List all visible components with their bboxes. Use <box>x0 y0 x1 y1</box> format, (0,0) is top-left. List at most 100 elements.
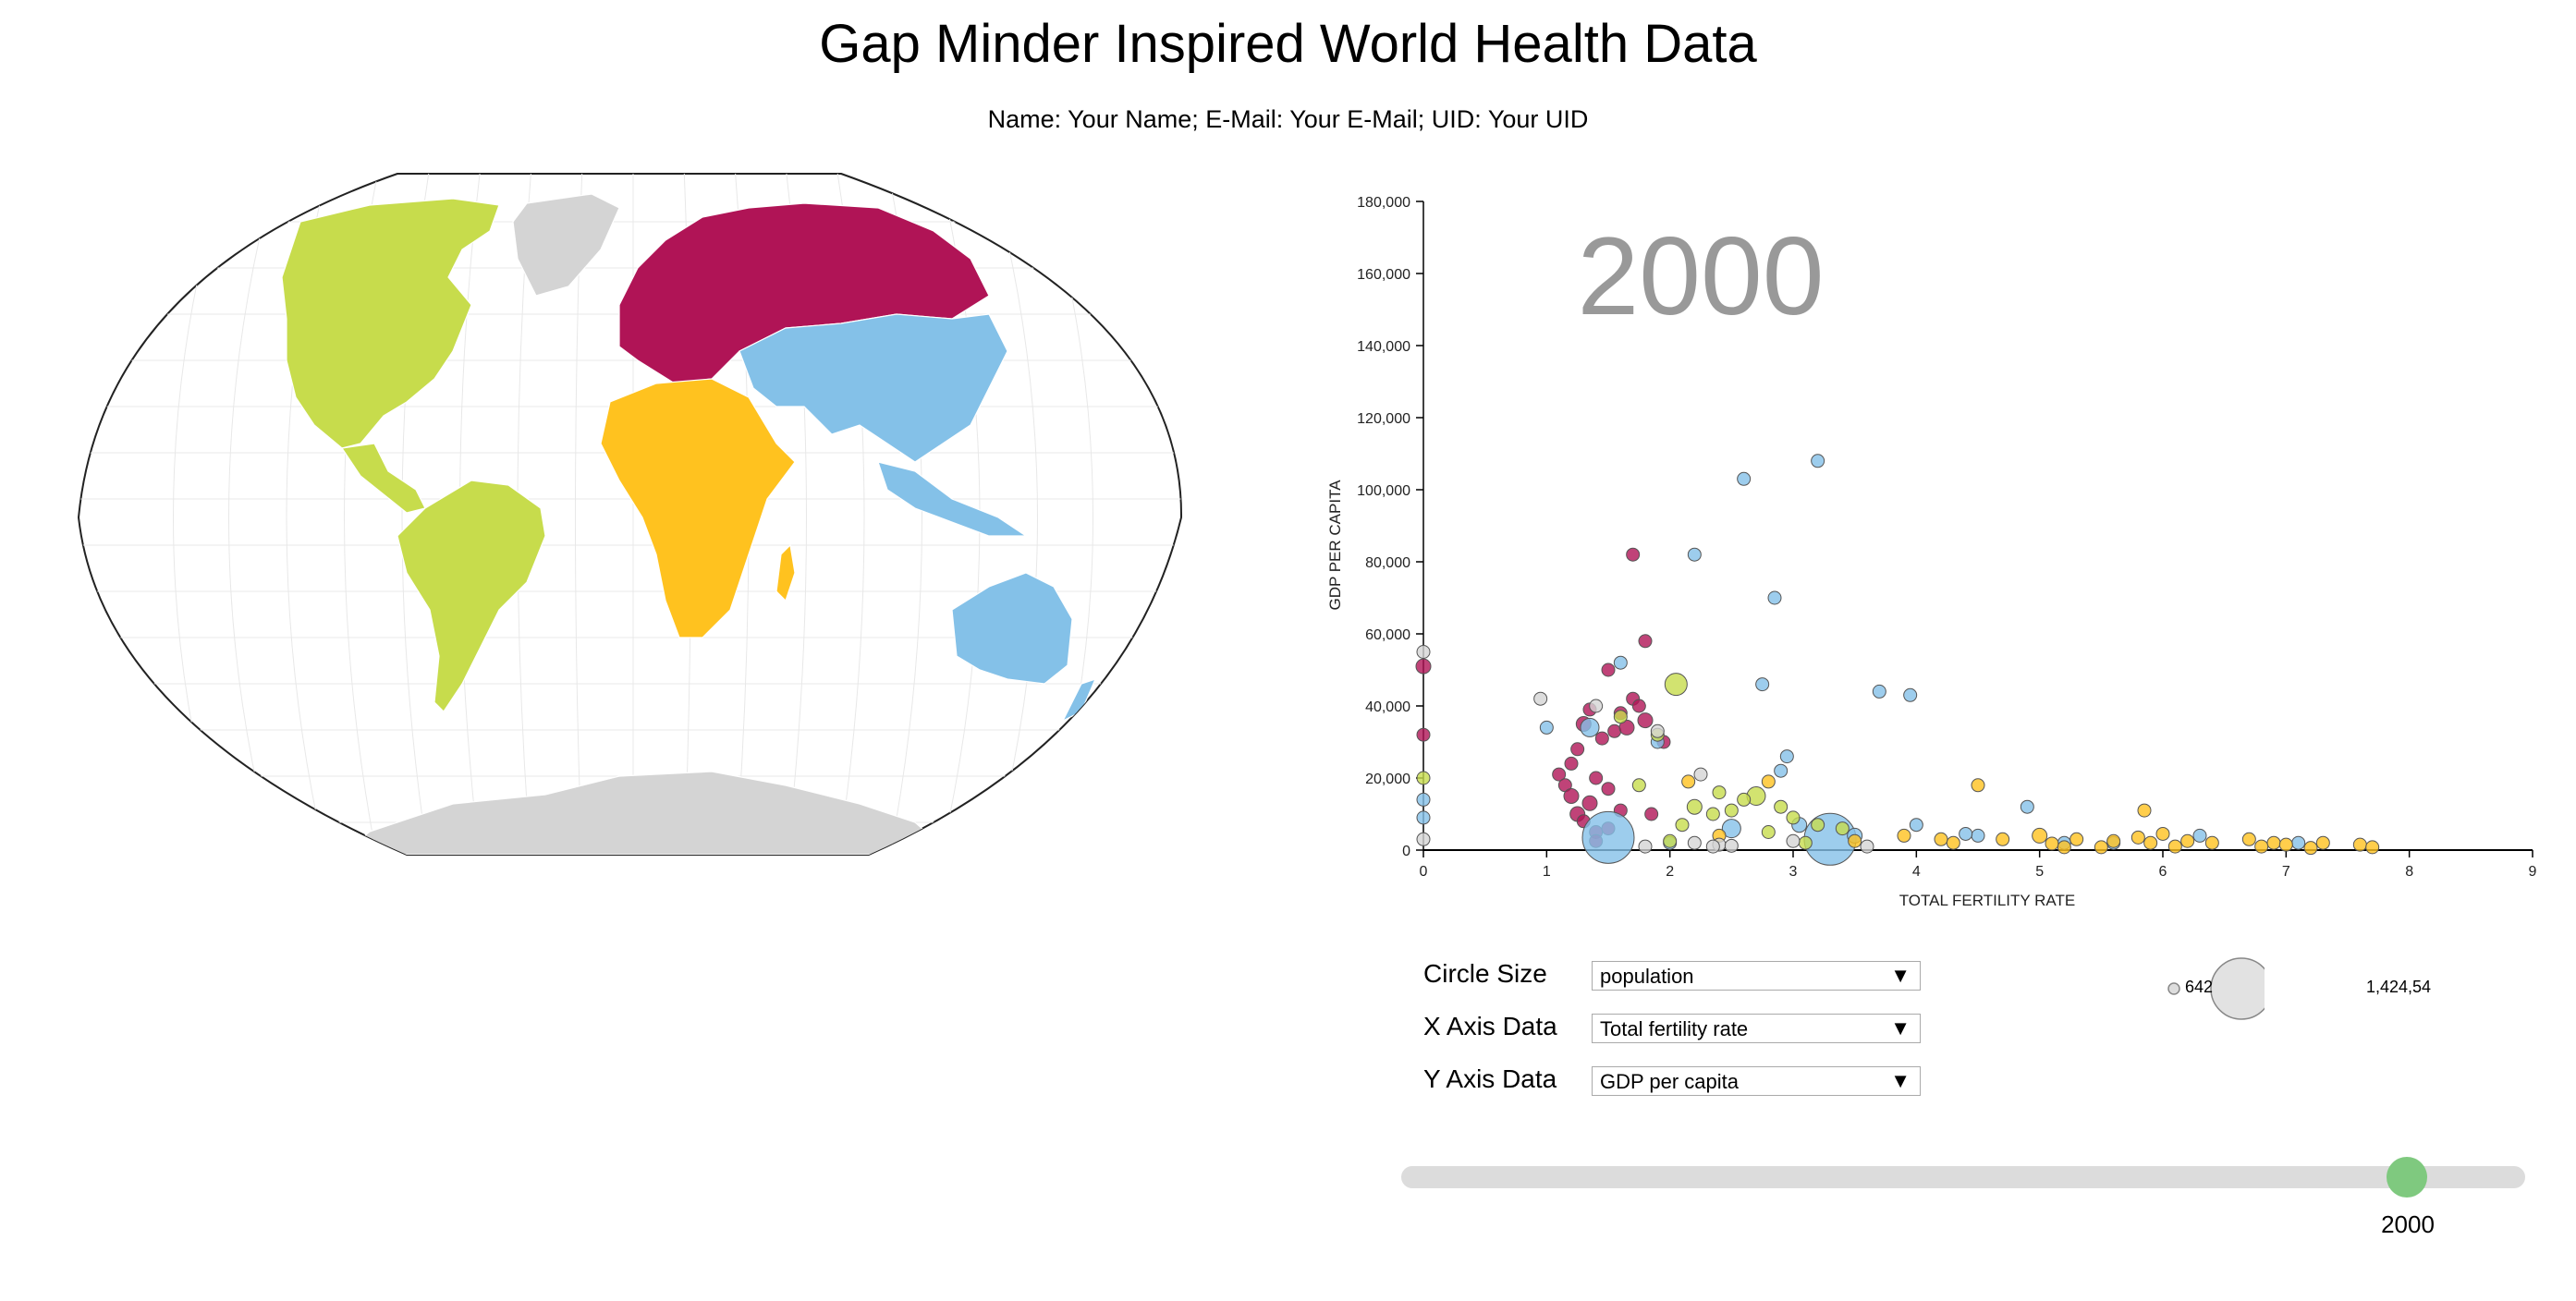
data-point[interactable] <box>1934 832 1948 846</box>
data-point[interactable] <box>1416 645 1431 659</box>
data-point[interactable] <box>1618 719 1635 736</box>
data-point[interactable] <box>1811 454 1825 468</box>
data-point[interactable] <box>1601 663 1616 677</box>
data-point[interactable] <box>1786 833 1801 848</box>
data-point[interactable] <box>1737 471 1752 486</box>
data-point[interactable] <box>1675 818 1690 833</box>
data-point[interactable] <box>1564 756 1579 771</box>
data-point[interactable] <box>1971 778 1985 793</box>
data-point[interactable] <box>2094 840 2108 855</box>
data-point[interactable] <box>1589 771 1604 785</box>
scatter-chart[interactable]: 2000 020,00040,00060,00080,000100,000120… <box>1312 176 2551 915</box>
data-point[interactable] <box>1581 810 1635 864</box>
data-points[interactable] <box>1415 454 2380 866</box>
data-point[interactable] <box>2204 835 2219 850</box>
data-point[interactable] <box>1872 684 1886 699</box>
data-point[interactable] <box>1779 749 1794 764</box>
data-point[interactable] <box>1693 767 1708 782</box>
data-point[interactable] <box>1897 828 1911 843</box>
data-point[interactable] <box>2137 803 2152 818</box>
data-point[interactable] <box>1687 547 1702 562</box>
data-point[interactable] <box>1637 712 1654 729</box>
data-point[interactable] <box>1705 807 1720 821</box>
data-point[interactable] <box>2032 827 2048 844</box>
data-point[interactable] <box>1971 828 1985 843</box>
data-point[interactable] <box>2352 837 2367 852</box>
data-point[interactable] <box>1613 710 1628 724</box>
y-axis-select[interactable]: GDP per capita ▼ <box>1592 1066 1921 1096</box>
data-point[interactable] <box>1415 658 1432 675</box>
data-point[interactable] <box>2254 839 2269 854</box>
data-point[interactable] <box>1909 818 1923 833</box>
data-point[interactable] <box>1811 818 1825 833</box>
data-point[interactable] <box>1721 819 1741 839</box>
data-point[interactable] <box>1774 763 1789 778</box>
data-point[interactable] <box>2180 833 2195 848</box>
data-point[interactable] <box>2167 839 2182 854</box>
data-point[interactable] <box>2192 828 2207 843</box>
data-point[interactable] <box>1644 807 1659 821</box>
data-point[interactable] <box>2106 833 2121 848</box>
data-point[interactable] <box>2057 840 2071 855</box>
data-point[interactable] <box>1761 774 1776 789</box>
data-point[interactable] <box>2291 835 2306 850</box>
data-point[interactable] <box>1946 835 1960 850</box>
data-point[interactable] <box>1638 634 1653 649</box>
data-point[interactable] <box>2365 840 2380 855</box>
data-point[interactable] <box>1959 826 1973 841</box>
data-point[interactable] <box>1631 778 1646 793</box>
data-point[interactable] <box>1755 677 1770 692</box>
data-point[interactable] <box>1539 720 1554 735</box>
data-point[interactable] <box>1767 590 1782 605</box>
data-point[interactable] <box>2155 826 2170 841</box>
data-point[interactable] <box>1631 699 1646 713</box>
data-point[interactable] <box>1798 835 1813 850</box>
data-point[interactable] <box>1563 788 1580 804</box>
data-point[interactable] <box>1580 717 1600 737</box>
data-point[interactable] <box>1416 727 1431 742</box>
data-point[interactable] <box>2315 835 2330 850</box>
data-point[interactable] <box>1835 821 1850 836</box>
data-point[interactable] <box>2241 832 2256 846</box>
data-point[interactable] <box>1860 839 1874 854</box>
data-point[interactable] <box>2143 835 2158 850</box>
data-point[interactable] <box>1786 810 1801 825</box>
data-point[interactable] <box>1687 835 1702 850</box>
x-axis-select[interactable]: Total fertility rate ▼ <box>1592 1014 1921 1043</box>
data-point[interactable] <box>1903 687 1918 702</box>
data-point[interactable] <box>1552 767 1567 782</box>
data-point[interactable] <box>1663 833 1678 848</box>
data-point[interactable] <box>1416 792 1431 807</box>
data-point[interactable] <box>2045 836 2059 851</box>
data-point[interactable] <box>1613 655 1628 670</box>
data-point[interactable] <box>1570 742 1585 757</box>
data-point[interactable] <box>1681 774 1696 789</box>
data-point[interactable] <box>2266 835 2281 850</box>
data-point[interactable] <box>2020 799 2034 814</box>
data-point[interactable] <box>1705 839 1720 854</box>
data-point[interactable] <box>1638 839 1653 854</box>
data-point[interactable] <box>1686 798 1703 815</box>
year-slider-track[interactable] <box>1401 1166 2525 1188</box>
data-point[interactable] <box>1581 795 1598 811</box>
data-point[interactable] <box>1589 699 1604 713</box>
data-point[interactable] <box>1996 832 2010 846</box>
data-point[interactable] <box>1712 785 1727 800</box>
data-point[interactable] <box>2278 837 2293 852</box>
data-point[interactable] <box>1626 547 1641 562</box>
data-point[interactable] <box>1594 731 1609 746</box>
data-point[interactable] <box>1416 832 1431 846</box>
data-point[interactable] <box>1724 838 1739 853</box>
year-slider-thumb[interactable] <box>2387 1157 2428 1198</box>
data-point[interactable] <box>2303 841 2318 856</box>
data-point[interactable] <box>1601 782 1616 796</box>
data-point[interactable] <box>2130 830 2145 845</box>
world-map[interactable] <box>65 166 1202 869</box>
data-point[interactable] <box>1533 691 1548 706</box>
data-point[interactable] <box>1664 673 1688 697</box>
data-point[interactable] <box>1774 799 1789 814</box>
data-point[interactable] <box>1724 803 1739 818</box>
data-point[interactable] <box>2069 832 2084 846</box>
circle-size-select[interactable]: population ▼ <box>1592 961 1921 991</box>
data-point[interactable] <box>1848 833 1862 848</box>
